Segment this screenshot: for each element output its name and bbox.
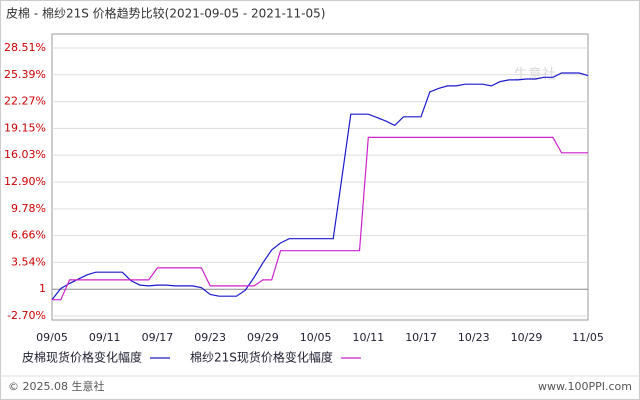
y-tick-label: 3.54% <box>11 255 46 268</box>
y-tick-label: 9.78% <box>11 202 46 215</box>
legend-label: 棉纱21S现货价格变化幅度 <box>190 350 333 365</box>
footer-right: www.100PPI.com <box>538 380 632 393</box>
x-tick-label: 09/11 <box>89 331 121 344</box>
y-tick-label: 22.27% <box>4 95 46 108</box>
y-tick-label: 1 <box>39 282 46 295</box>
chart-title: 皮棉 - 棉纱21S 价格趋势比较(2021-09-05 - 2021-11-0… <box>6 6 325 21</box>
plot-area <box>51 33 589 321</box>
y-tick-label: 16.03% <box>4 148 46 161</box>
x-tick-label: 09/29 <box>247 331 279 344</box>
y-tick-label: 19.15% <box>4 121 46 134</box>
y-tick-label: 25.39% <box>4 68 46 81</box>
y-tick-label: 6.66% <box>11 229 46 242</box>
series-line <box>51 72 589 301</box>
x-tick-label: 10/17 <box>405 331 437 344</box>
x-tick-label: 11/05 <box>572 331 604 344</box>
y-tick-label: -2.70% <box>7 309 46 322</box>
x-tick-label: 09/23 <box>194 331 226 344</box>
x-tick-label: 10/11 <box>352 331 384 344</box>
series-line <box>52 136 588 301</box>
y-tick-label: 12.90% <box>4 175 46 188</box>
x-tick-label: 10/29 <box>511 331 543 344</box>
footer-left: © 2025.08 生意社 <box>8 379 104 393</box>
y-tick-label: 28.51% <box>4 41 46 54</box>
x-tick-label: 09/17 <box>142 331 174 344</box>
legend-label: 皮棉现货价格变化幅度 <box>22 350 142 365</box>
x-tick-label: 10/05 <box>300 331 332 344</box>
x-tick-label: 09/05 <box>36 331 68 344</box>
x-tick-label: 10/23 <box>458 331 490 344</box>
